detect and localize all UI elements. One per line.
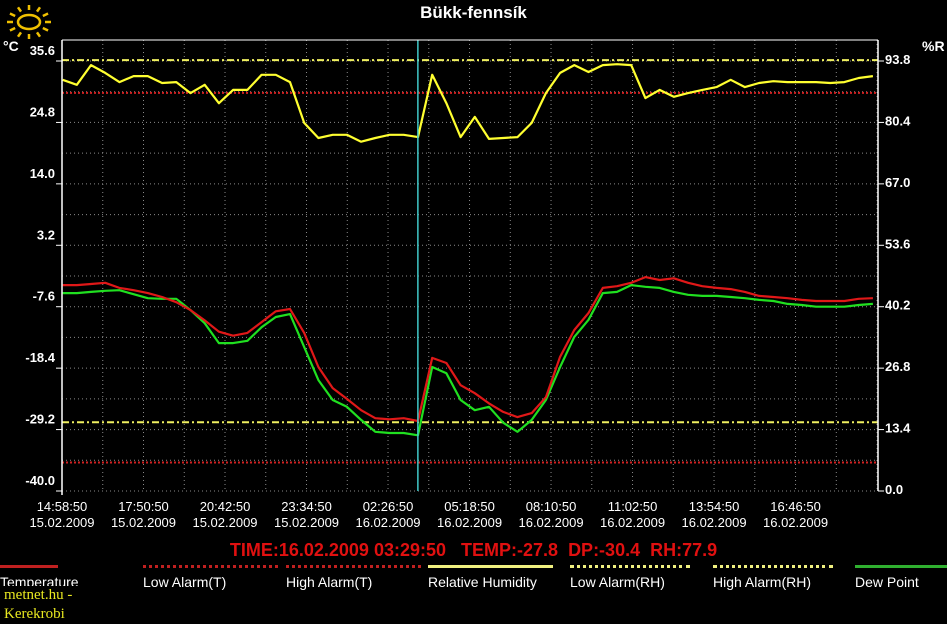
legend-label: High Alarm(RH) (713, 574, 812, 590)
y-right-tick-label: 53.6 (885, 236, 910, 251)
series-temperature (62, 276, 873, 423)
sun-icon-ray (16, 6, 23, 13)
y-left-tick-label: -7.6 (33, 289, 55, 304)
readout-humidity: RH:77.9 (650, 540, 718, 560)
series-lines (62, 40, 874, 491)
legend-swatch (713, 565, 833, 568)
x-tick-time: 17:50:50 (118, 499, 169, 514)
cursor-readout: TIME:16.02.2009 03:29:50 TEMP:-27.8 DP:-… (0, 540, 947, 561)
sun-icon-ray (35, 31, 42, 38)
y-right-tick-label: 93.8 (885, 52, 910, 67)
sun-icon (7, 5, 51, 39)
x-tick-date: 15.02.2009 (274, 515, 339, 530)
y-left-tick-label: 35.6 (30, 43, 55, 58)
y-left-tick-label: -40.0 (25, 473, 55, 488)
alarm-lines (62, 59, 878, 464)
y-left-tick-label: 3.2 (37, 227, 55, 242)
x-tick-date: 16.02.2009 (518, 515, 583, 530)
x-tick-date: 15.02.2009 (111, 515, 176, 530)
x-tick-time: 23:34:50 (281, 499, 332, 514)
readout-temp: TEMP:-27.8 (461, 540, 559, 560)
readout-time: TIME:16.02.2009 03:29:50 (229, 540, 446, 560)
chart-title: Bükk-fennsík (420, 3, 527, 22)
legend-swatch (570, 565, 690, 568)
readout-dew-point: DP:-30.4 (568, 540, 641, 560)
sun-icon-ray (16, 31, 23, 38)
legend-label: Relative Humidity (428, 574, 537, 590)
watermark: metnet.hu - Kerekrobi (0, 586, 132, 622)
chart: 35.6 24.8 14.0 3.2 -7.6 -18.4 -29.2 -40.0 93.8 80… (7, 5, 911, 530)
x-tick-date: 16.02.2009 (600, 515, 665, 530)
legend-swatch (855, 565, 947, 568)
x-tick-date: 16.02.2009 (437, 515, 502, 530)
x-tick-date: 16.02.2009 (682, 515, 747, 530)
legend-swatch (143, 565, 278, 568)
legend-label: High Alarm(T) (286, 574, 373, 590)
x-tick-date: 15.02.2009 (29, 515, 94, 530)
y-right-unit: %R (922, 38, 945, 54)
sun-icon-ray (42, 26, 49, 32)
x-tick-time: 08:10:50 (526, 499, 577, 514)
y-right-tick-label: 80.4 (885, 113, 911, 128)
y-left-tick-label: 14.0 (30, 166, 55, 181)
legend-label: Low Alarm(T) (143, 574, 227, 590)
sun-icon-ray (35, 6, 42, 13)
y-right-tick-label: 67.0 (885, 175, 910, 190)
axes: 35.6 24.8 14.0 3.2 -7.6 -18.4 -29.2 -40.0 93.8 80… (25, 39, 911, 530)
y-right-tick-label: 26.8 (885, 359, 910, 374)
x-tick-date: 15.02.2009 (192, 515, 257, 530)
y-right-tick-label: 40.2 (885, 298, 910, 313)
y-left-tick-label: -18.4 (25, 350, 55, 365)
x-tick-date: 16.02.2009 (763, 515, 828, 530)
legend-swatch (428, 565, 553, 568)
sun-icon-ray (42, 12, 49, 18)
grid (62, 40, 878, 492)
y-left-tick-label: -29.2 (25, 412, 55, 427)
x-tick-time: 16:46:50 (770, 499, 821, 514)
x-tick-time: 11:02:50 (608, 499, 658, 514)
x-tick-time: 05:18:50 (444, 499, 495, 514)
sun-icon-disc (16, 13, 42, 31)
y-left-unit: °C (3, 38, 19, 54)
series-dew-point (62, 284, 873, 437)
y-right-tick-label: 13.4 (885, 421, 911, 436)
x-tick-date: 16.02.2009 (355, 515, 420, 530)
y-right-tick-label: 0.0 (885, 482, 903, 497)
x-tick-time: 14:58:50 (37, 499, 88, 514)
y-left-tick-label: 24.8 (30, 104, 55, 119)
series-relative-humidity (62, 63, 874, 143)
x-tick-time: 20:42:50 (200, 499, 251, 514)
x-tick-time: 13:54:50 (689, 499, 740, 514)
x-tick-time: 02:26:50 (363, 499, 414, 514)
sun-icon-ray (9, 26, 16, 32)
legend-label: Low Alarm(RH) (570, 574, 665, 590)
legend-label: Dew Point (855, 574, 919, 590)
legend-swatch (0, 565, 58, 568)
sun-icon-ray (9, 12, 16, 18)
legend-swatch (286, 565, 421, 568)
